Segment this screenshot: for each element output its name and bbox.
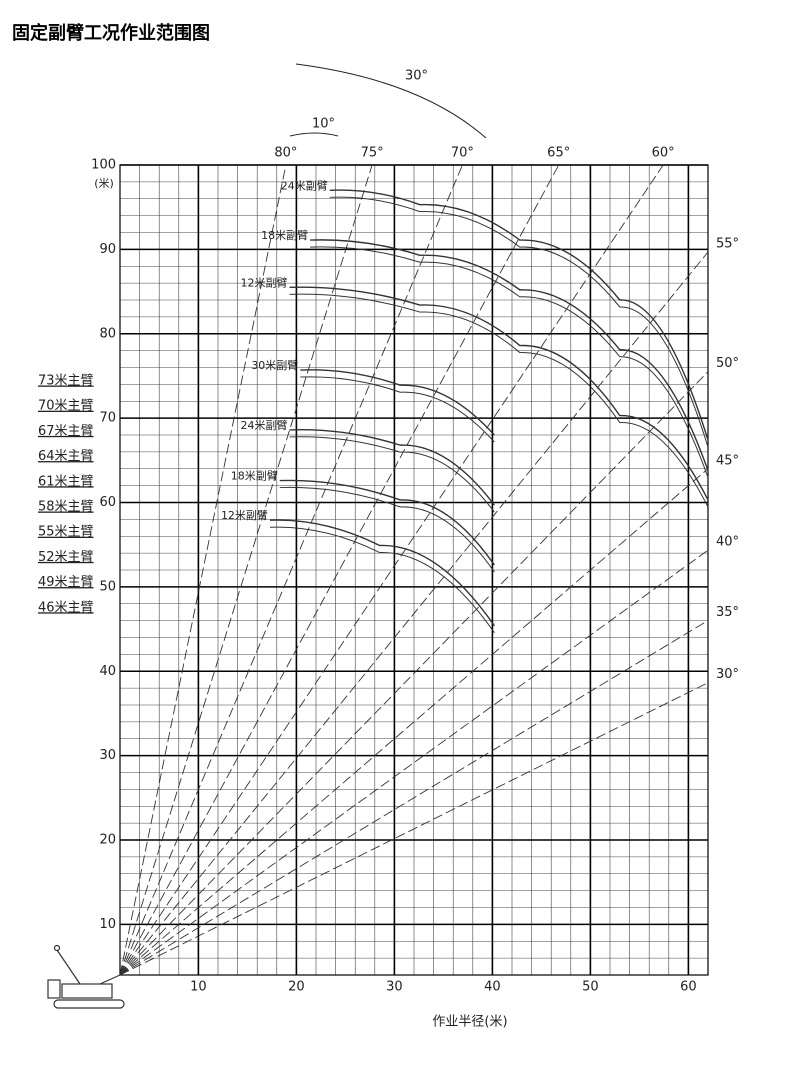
angle-line [119,164,373,976]
jib-curve [289,429,495,506]
y-tick-label: 70 [99,411,116,426]
boom-label: 49米主臂 [38,575,94,590]
boom-label: 61米主臂 [38,474,94,489]
angle-line [119,164,287,976]
jib-curve-inner [289,293,709,508]
x-tick-label: 10 [190,980,207,995]
angle-line [119,468,709,976]
y-tick-label: 60 [99,495,116,510]
boom-label: 55米主臂 [38,525,94,540]
boom-label: 70米主臂 [38,399,94,414]
jib-label: 18米副臂 [261,229,308,242]
angle-label: 65° [547,146,570,161]
jib-curve [329,189,709,441]
x-tick-label: 50 [582,980,599,995]
crane-icon [47,944,125,1009]
y-tick-label: 100 [91,158,116,173]
jib-curve-inner [289,436,495,513]
jib-curve-inner [300,376,495,443]
offset-arcs [289,63,487,139]
angle-line [119,620,709,976]
angle-label: 50° [716,356,739,371]
angle-label: 70° [451,146,474,161]
jib-label: 30米副臂 [251,359,298,372]
angle-line [119,549,709,976]
x-axis-title: 作业半径(米) [432,1015,507,1030]
jib-curve-inner [269,526,495,633]
jib-curve [289,286,709,501]
boom-label: 58米主臂 [38,500,94,515]
y-tick-label: 20 [99,833,116,848]
offset-label: 10° [312,117,335,132]
jib-label: 24米副臂 [241,419,288,432]
jib-curve [310,239,709,471]
angle-line [119,371,709,976]
angle-label: 45° [716,453,739,468]
offset-label: 30° [405,69,428,84]
y-unit: (米) [94,177,114,190]
chart-title: 固定副臂工况作业范围图 [12,22,210,44]
angle-label: 75° [361,146,384,161]
angle-label: 55° [716,237,739,252]
x-tick-label: 20 [288,980,305,995]
jib-curve-inner [310,246,709,478]
angle-label: 80° [274,146,297,161]
y-tick-label: 40 [99,664,116,679]
angle-line [119,682,709,976]
x-tick-label: 30 [386,980,403,995]
jib-label: 18米副臂 [231,470,278,483]
y-tick-label: 10 [99,917,116,932]
y-tick-label: 30 [99,748,116,763]
jib-curve [269,519,495,627]
angle-line [119,164,463,976]
x-tick-label: 40 [484,980,501,995]
jib-label: 12米副臂 [221,509,268,522]
angle-label: 60° [652,146,675,161]
jib-curve [279,479,495,566]
plot-frame [119,164,709,976]
x-tick-label: 60 [680,980,697,995]
y-tick-label: 50 [99,579,116,594]
boom-label: 52米主臂 [38,550,94,565]
angle-line [119,251,709,976]
y-tick-label: 90 [99,242,116,257]
angle-label: 30° [716,667,739,682]
jib-label: 24米副臂 [281,179,328,192]
jib-curve-inner [279,486,495,573]
boom-label: 73米主臂 [38,374,94,389]
jib-curve-inner [329,196,709,448]
boom-label: 67米主臂 [38,424,94,439]
jib-label: 12米副臂 [241,276,288,289]
angle-label: 40° [716,535,739,550]
boom-label: 46米主臂 [38,600,94,615]
angle-label: 35° [716,605,739,620]
angle-line [119,164,664,976]
jib-curve [300,369,495,436]
y-tick-label: 80 [99,326,116,341]
boom-label: 64米主臂 [38,449,94,464]
